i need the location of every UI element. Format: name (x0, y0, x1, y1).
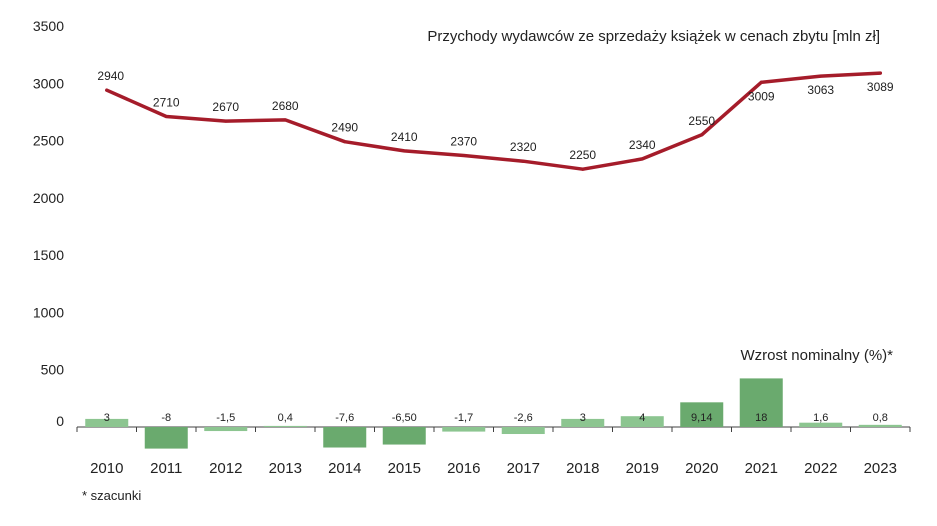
growth-bar-2018 (561, 418, 605, 427)
growth-bar-2012 (204, 427, 248, 432)
growth-bar-2010 (85, 418, 129, 427)
x-label-2021: 2021 (745, 460, 778, 477)
growth-label-2020: 9,14 (691, 412, 712, 424)
revenue-point-2011 (164, 115, 168, 119)
chart-title: Przychody wydawców ze sprzedaży książek … (427, 28, 880, 45)
growth-bar-2019 (620, 416, 664, 427)
x-label-2010: 2010 (90, 460, 123, 477)
revenue-label-2011: 2710 (153, 96, 180, 110)
growth-bar-2022 (799, 422, 843, 427)
growth-bar-2023 (858, 424, 902, 427)
growth-label-2023: 0,8 (873, 412, 888, 424)
revenue-point-2017 (521, 159, 525, 163)
revenue-label-2019: 2340 (629, 138, 656, 152)
growth-label-2011: -8 (161, 412, 171, 424)
revenue-point-2014 (343, 140, 347, 144)
x-label-2014: 2014 (328, 460, 361, 477)
y-tick-label-1500: 1500 (33, 247, 64, 263)
growth-label-2019: 4 (639, 412, 645, 424)
x-axis-labels: 2010 2011 2012 2013 2014 2015 2016 2017 2018 2019… (90, 460, 897, 477)
revenue-point-2021 (759, 80, 763, 84)
revenue-line (105, 71, 883, 171)
revenue-point-2018 (581, 167, 585, 171)
revenue-label-2016: 2370 (450, 134, 477, 148)
growth-label-2013: 0,4 (278, 412, 293, 424)
revenue-label-2023: 3089 (867, 80, 894, 94)
growth-bars (85, 378, 902, 449)
growth-legend-title: Wzrost nominalny (%)* (740, 347, 893, 364)
y-tick-label-2000: 2000 (33, 190, 64, 206)
y-axis: 0 500 1000 1500 2000 2500 3000 3500 (33, 18, 64, 429)
revenue-label-2012: 2670 (212, 100, 239, 114)
growth-label-2010: 3 (104, 412, 110, 424)
x-label-2012: 2012 (209, 460, 242, 477)
growth-bar-labels: 3 -8 -1,5 0,4 -7,6 -6,50 -1,7 -2,6 3 4 9,14 18 1,6 0,… (104, 412, 888, 424)
revenue-label-2017: 2320 (510, 140, 537, 154)
revenue-point-2016 (462, 153, 466, 157)
growth-label-2018: 3 (580, 412, 586, 424)
y-tick-label-2500: 2500 (33, 133, 64, 149)
growth-label-2021: 18 (755, 412, 767, 424)
growth-bar-2014 (323, 427, 367, 448)
revenue-point-2023 (878, 71, 882, 75)
y-tick-label-500: 500 (41, 362, 65, 378)
x-axis-ticks (76, 427, 911, 432)
revenue-point-2015 (402, 149, 406, 153)
growth-bar-2013 (263, 425, 307, 427)
revenue-label-2021: 3009 (748, 89, 775, 103)
revenue-label-2015: 2410 (391, 130, 418, 144)
growth-bar-2015 (382, 427, 426, 445)
revenue-label-2014: 2490 (331, 121, 358, 135)
revenue-point-2010 (105, 88, 109, 92)
growth-label-2017: -2,6 (514, 412, 533, 424)
revenue-label-2010: 2940 (97, 69, 124, 83)
x-label-2013: 2013 (269, 460, 302, 477)
growth-bar-2016 (442, 427, 486, 432)
x-label-2015: 2015 (388, 460, 421, 477)
growth-bar-2020 (680, 402, 724, 427)
x-label-2018: 2018 (566, 460, 599, 477)
revenue-point-2020 (700, 133, 704, 137)
x-label-2011: 2011 (150, 460, 182, 477)
growth-label-2014: -7,6 (335, 412, 354, 424)
y-tick-label-0: 0 (56, 413, 64, 429)
revenue-point-2013 (283, 118, 287, 122)
growth-label-2012: -1,5 (216, 412, 235, 424)
growth-label-2015: -6,50 (392, 412, 417, 424)
growth-label-2022: 1,6 (813, 412, 828, 424)
y-tick-label-3000: 3000 (33, 75, 64, 91)
growth-bar-2011 (144, 427, 188, 449)
revenue-label-2013: 2680 (272, 99, 299, 113)
x-label-2023: 2023 (864, 460, 897, 477)
growth-bar-2021 (739, 378, 783, 427)
growth-bar-2017 (501, 427, 545, 435)
growth-label-2016: -1,7 (454, 412, 473, 424)
x-label-2020: 2020 (685, 460, 718, 477)
x-label-2019: 2019 (626, 460, 659, 477)
x-label-2016: 2016 (447, 460, 480, 477)
revenue-point-2012 (224, 119, 228, 123)
x-label-2022: 2022 (804, 460, 837, 477)
revenue-label-2020: 2550 (688, 114, 715, 128)
revenue-labels: 2940 2710 2670 2680 2490 2410 2370 2320 2250 2340… (97, 69, 894, 171)
y-tick-label-1000: 1000 (33, 304, 64, 320)
x-label-2017: 2017 (507, 460, 540, 477)
y-tick-label-3500: 3500 (33, 18, 64, 34)
revenue-label-2018: 2250 (569, 148, 596, 162)
revenue-point-2019 (640, 157, 644, 161)
revenue-label-2022: 3063 (807, 83, 834, 97)
revenue-point-2022 (819, 74, 823, 78)
footnote: * szacunki (82, 488, 141, 503)
